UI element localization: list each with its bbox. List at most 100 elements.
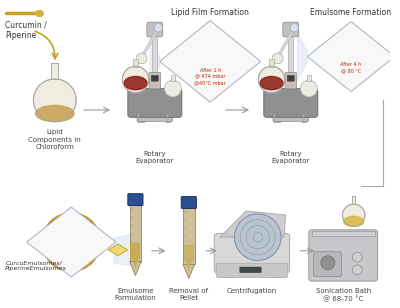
Circle shape (339, 38, 363, 62)
Circle shape (43, 240, 46, 244)
Circle shape (196, 40, 224, 68)
FancyBboxPatch shape (309, 230, 378, 281)
FancyBboxPatch shape (152, 25, 157, 116)
Circle shape (88, 259, 92, 262)
Polygon shape (150, 37, 160, 86)
FancyBboxPatch shape (352, 196, 356, 204)
Circle shape (258, 66, 285, 93)
Polygon shape (108, 244, 128, 256)
Polygon shape (186, 262, 191, 272)
Ellipse shape (340, 53, 362, 62)
Circle shape (81, 258, 84, 261)
Circle shape (51, 221, 54, 225)
Polygon shape (142, 28, 160, 55)
Text: After 4 h
@ 80 °C: After 4 h @ 80 °C (340, 62, 362, 73)
Circle shape (234, 214, 281, 261)
Circle shape (321, 256, 335, 270)
Polygon shape (220, 211, 286, 237)
Circle shape (51, 259, 54, 262)
FancyBboxPatch shape (226, 273, 232, 277)
Polygon shape (278, 28, 296, 55)
Text: Lipid Film Formation: Lipid Film Formation (171, 8, 249, 17)
Circle shape (94, 250, 98, 254)
Circle shape (272, 53, 283, 64)
Text: Rotary
Evaporator: Rotary Evaporator (136, 151, 174, 164)
Ellipse shape (260, 76, 283, 90)
FancyBboxPatch shape (302, 119, 306, 122)
FancyBboxPatch shape (287, 75, 294, 81)
Ellipse shape (344, 217, 364, 226)
FancyBboxPatch shape (149, 72, 161, 89)
FancyBboxPatch shape (240, 267, 261, 273)
Circle shape (34, 79, 76, 122)
FancyBboxPatch shape (264, 89, 318, 117)
FancyBboxPatch shape (275, 119, 280, 122)
FancyBboxPatch shape (184, 245, 194, 262)
FancyBboxPatch shape (52, 63, 58, 79)
Polygon shape (133, 259, 138, 269)
Circle shape (50, 245, 52, 249)
FancyBboxPatch shape (307, 75, 311, 81)
FancyBboxPatch shape (273, 113, 309, 121)
FancyBboxPatch shape (166, 119, 170, 122)
Circle shape (60, 265, 63, 268)
Circle shape (122, 66, 149, 93)
Circle shape (70, 214, 73, 217)
Circle shape (45, 230, 48, 234)
Text: After 1 h
@ 474 mbar
@40°C mbar: After 1 h @ 474 mbar @40°C mbar (194, 67, 226, 85)
Circle shape (90, 236, 93, 239)
Circle shape (70, 267, 73, 270)
Circle shape (164, 80, 181, 97)
Polygon shape (183, 265, 194, 278)
FancyBboxPatch shape (171, 75, 175, 81)
Circle shape (60, 216, 63, 219)
FancyBboxPatch shape (272, 273, 278, 277)
Circle shape (84, 225, 86, 228)
Polygon shape (307, 22, 395, 91)
Circle shape (80, 265, 83, 268)
Circle shape (352, 252, 362, 262)
Polygon shape (27, 207, 116, 277)
FancyBboxPatch shape (349, 30, 353, 38)
FancyBboxPatch shape (269, 59, 274, 67)
FancyBboxPatch shape (128, 89, 182, 117)
Text: Rotary
Evaporator: Rotary Evaporator (272, 151, 310, 164)
Polygon shape (298, 32, 307, 81)
Ellipse shape (36, 105, 74, 122)
Ellipse shape (198, 57, 222, 68)
Circle shape (136, 53, 147, 64)
FancyBboxPatch shape (151, 75, 158, 81)
FancyBboxPatch shape (288, 25, 293, 116)
Circle shape (80, 216, 83, 219)
FancyBboxPatch shape (181, 197, 196, 209)
FancyBboxPatch shape (285, 72, 296, 89)
Text: Removal of
Pellet: Removal of Pellet (169, 288, 208, 301)
FancyBboxPatch shape (130, 242, 140, 259)
FancyBboxPatch shape (183, 207, 194, 265)
Text: CurcuEmulsomes/
PiperineEmulsomes: CurcuEmulsomes/ PiperineEmulsomes (5, 261, 67, 271)
FancyBboxPatch shape (139, 119, 144, 122)
FancyBboxPatch shape (147, 22, 163, 37)
Ellipse shape (124, 76, 147, 90)
Text: Lipid
Components in
Chloroform: Lipid Components in Chloroform (28, 129, 81, 150)
FancyBboxPatch shape (130, 204, 141, 261)
FancyBboxPatch shape (128, 194, 143, 205)
Circle shape (59, 223, 62, 226)
Circle shape (290, 23, 299, 32)
Circle shape (53, 224, 89, 260)
Circle shape (56, 257, 59, 259)
Circle shape (50, 233, 53, 236)
FancyBboxPatch shape (312, 231, 375, 236)
Polygon shape (130, 261, 141, 276)
FancyBboxPatch shape (214, 233, 290, 273)
Circle shape (342, 204, 365, 226)
FancyBboxPatch shape (208, 31, 212, 40)
FancyBboxPatch shape (137, 113, 173, 121)
Circle shape (352, 265, 362, 275)
Polygon shape (160, 21, 261, 102)
Text: Sonication Bath
@ 68-70 °C: Sonication Bath @ 68-70 °C (316, 288, 371, 302)
Circle shape (154, 23, 163, 32)
Circle shape (89, 249, 92, 252)
Text: Centrifugation: Centrifugation (227, 288, 277, 294)
Text: Curcumin /
Piperine: Curcumin / Piperine (5, 21, 47, 40)
